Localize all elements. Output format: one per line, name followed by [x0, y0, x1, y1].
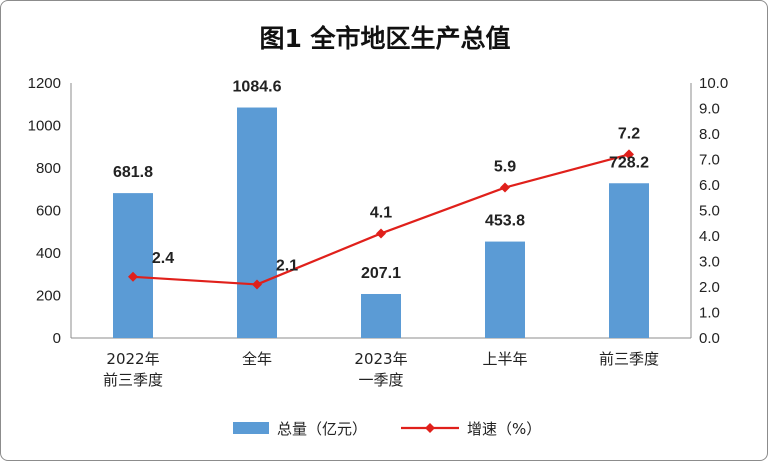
y-right-tick-label: 8.0: [699, 126, 720, 143]
y-right-tick-label: 5.0: [699, 203, 720, 220]
bar-value-label: 207.1: [361, 265, 401, 282]
category-label: 上半年: [482, 350, 527, 368]
chart-title: 图1 全市地区生产总值: [259, 24, 510, 53]
y-left-tick-label: 0: [53, 330, 61, 347]
category-label: 2022年: [106, 350, 159, 368]
y-right-tick-label: 3.0: [699, 254, 720, 271]
bar-value-label: 728.2: [609, 154, 649, 171]
bar-value-label: 681.8: [113, 164, 153, 181]
bar: [237, 107, 277, 339]
y-right-tick-label: 1.0: [699, 305, 720, 322]
legend-bar-swatch: [233, 422, 269, 434]
bar: [361, 293, 401, 338]
bar-series: [113, 107, 649, 339]
legend: 总量（亿元） 增速（%）: [233, 420, 541, 438]
y-right-tick-label: 10.0: [699, 75, 728, 92]
y-left-tick-label: 400: [36, 245, 61, 262]
bar-value-label: 453.8: [485, 213, 525, 230]
line-value-label: 4.1: [370, 204, 392, 221]
line-marker: [252, 279, 262, 290]
y-right-tick-label: 7.0: [699, 152, 720, 169]
y-right-tick-label: 0.0: [699, 330, 720, 347]
bar: [609, 183, 649, 338]
y-right-tick-label: 4.0: [699, 228, 720, 245]
category-label: 前三季度: [599, 350, 659, 368]
line-marker: [500, 182, 510, 193]
y-right-tick-label: 2.0: [699, 279, 720, 296]
line-value-label: 2.4: [152, 250, 174, 267]
y-left-tick-label: 800: [36, 160, 61, 177]
line-value-label: 2.1: [276, 257, 298, 274]
y-left-tick-label: 600: [36, 203, 61, 220]
y-left-tick-label: 200: [36, 288, 61, 305]
line-marker: [376, 228, 386, 239]
legend-bar-label: 总量（亿元）: [277, 420, 367, 438]
line-marker: [624, 149, 634, 160]
legend-line-label: 增速（%）: [467, 420, 541, 438]
legend-line-marker: [425, 423, 435, 433]
data-labels: 681.8 1084.6 207.1 453.8 728.2 2.4 2.1 4.1 5.9 7.…: [113, 79, 649, 282]
bar: [485, 241, 525, 338]
axes: 0 200 400 600 800 1000 1200 0.0 1.0 2.0 3.0 4.0 5.0 6…: [28, 75, 729, 347]
category-label: 前三季度: [103, 371, 163, 389]
category-label: 一季度: [358, 371, 403, 389]
category-label: 全年: [242, 350, 272, 368]
line-series: [128, 149, 634, 290]
y-right-tick-label: 9.0: [699, 101, 720, 118]
line-value-label: 5.9: [494, 159, 516, 176]
y-right-tick-label: 6.0: [699, 177, 720, 194]
y-left-tick-label: 1000: [28, 118, 61, 135]
bar: [113, 193, 153, 338]
bar-value-label: 1084.6: [233, 79, 282, 96]
category-label: 2023年: [354, 350, 407, 368]
line-value-label: 7.2: [618, 125, 640, 142]
line-marker: [128, 271, 138, 282]
y-left-tick-label: 1200: [28, 75, 61, 92]
